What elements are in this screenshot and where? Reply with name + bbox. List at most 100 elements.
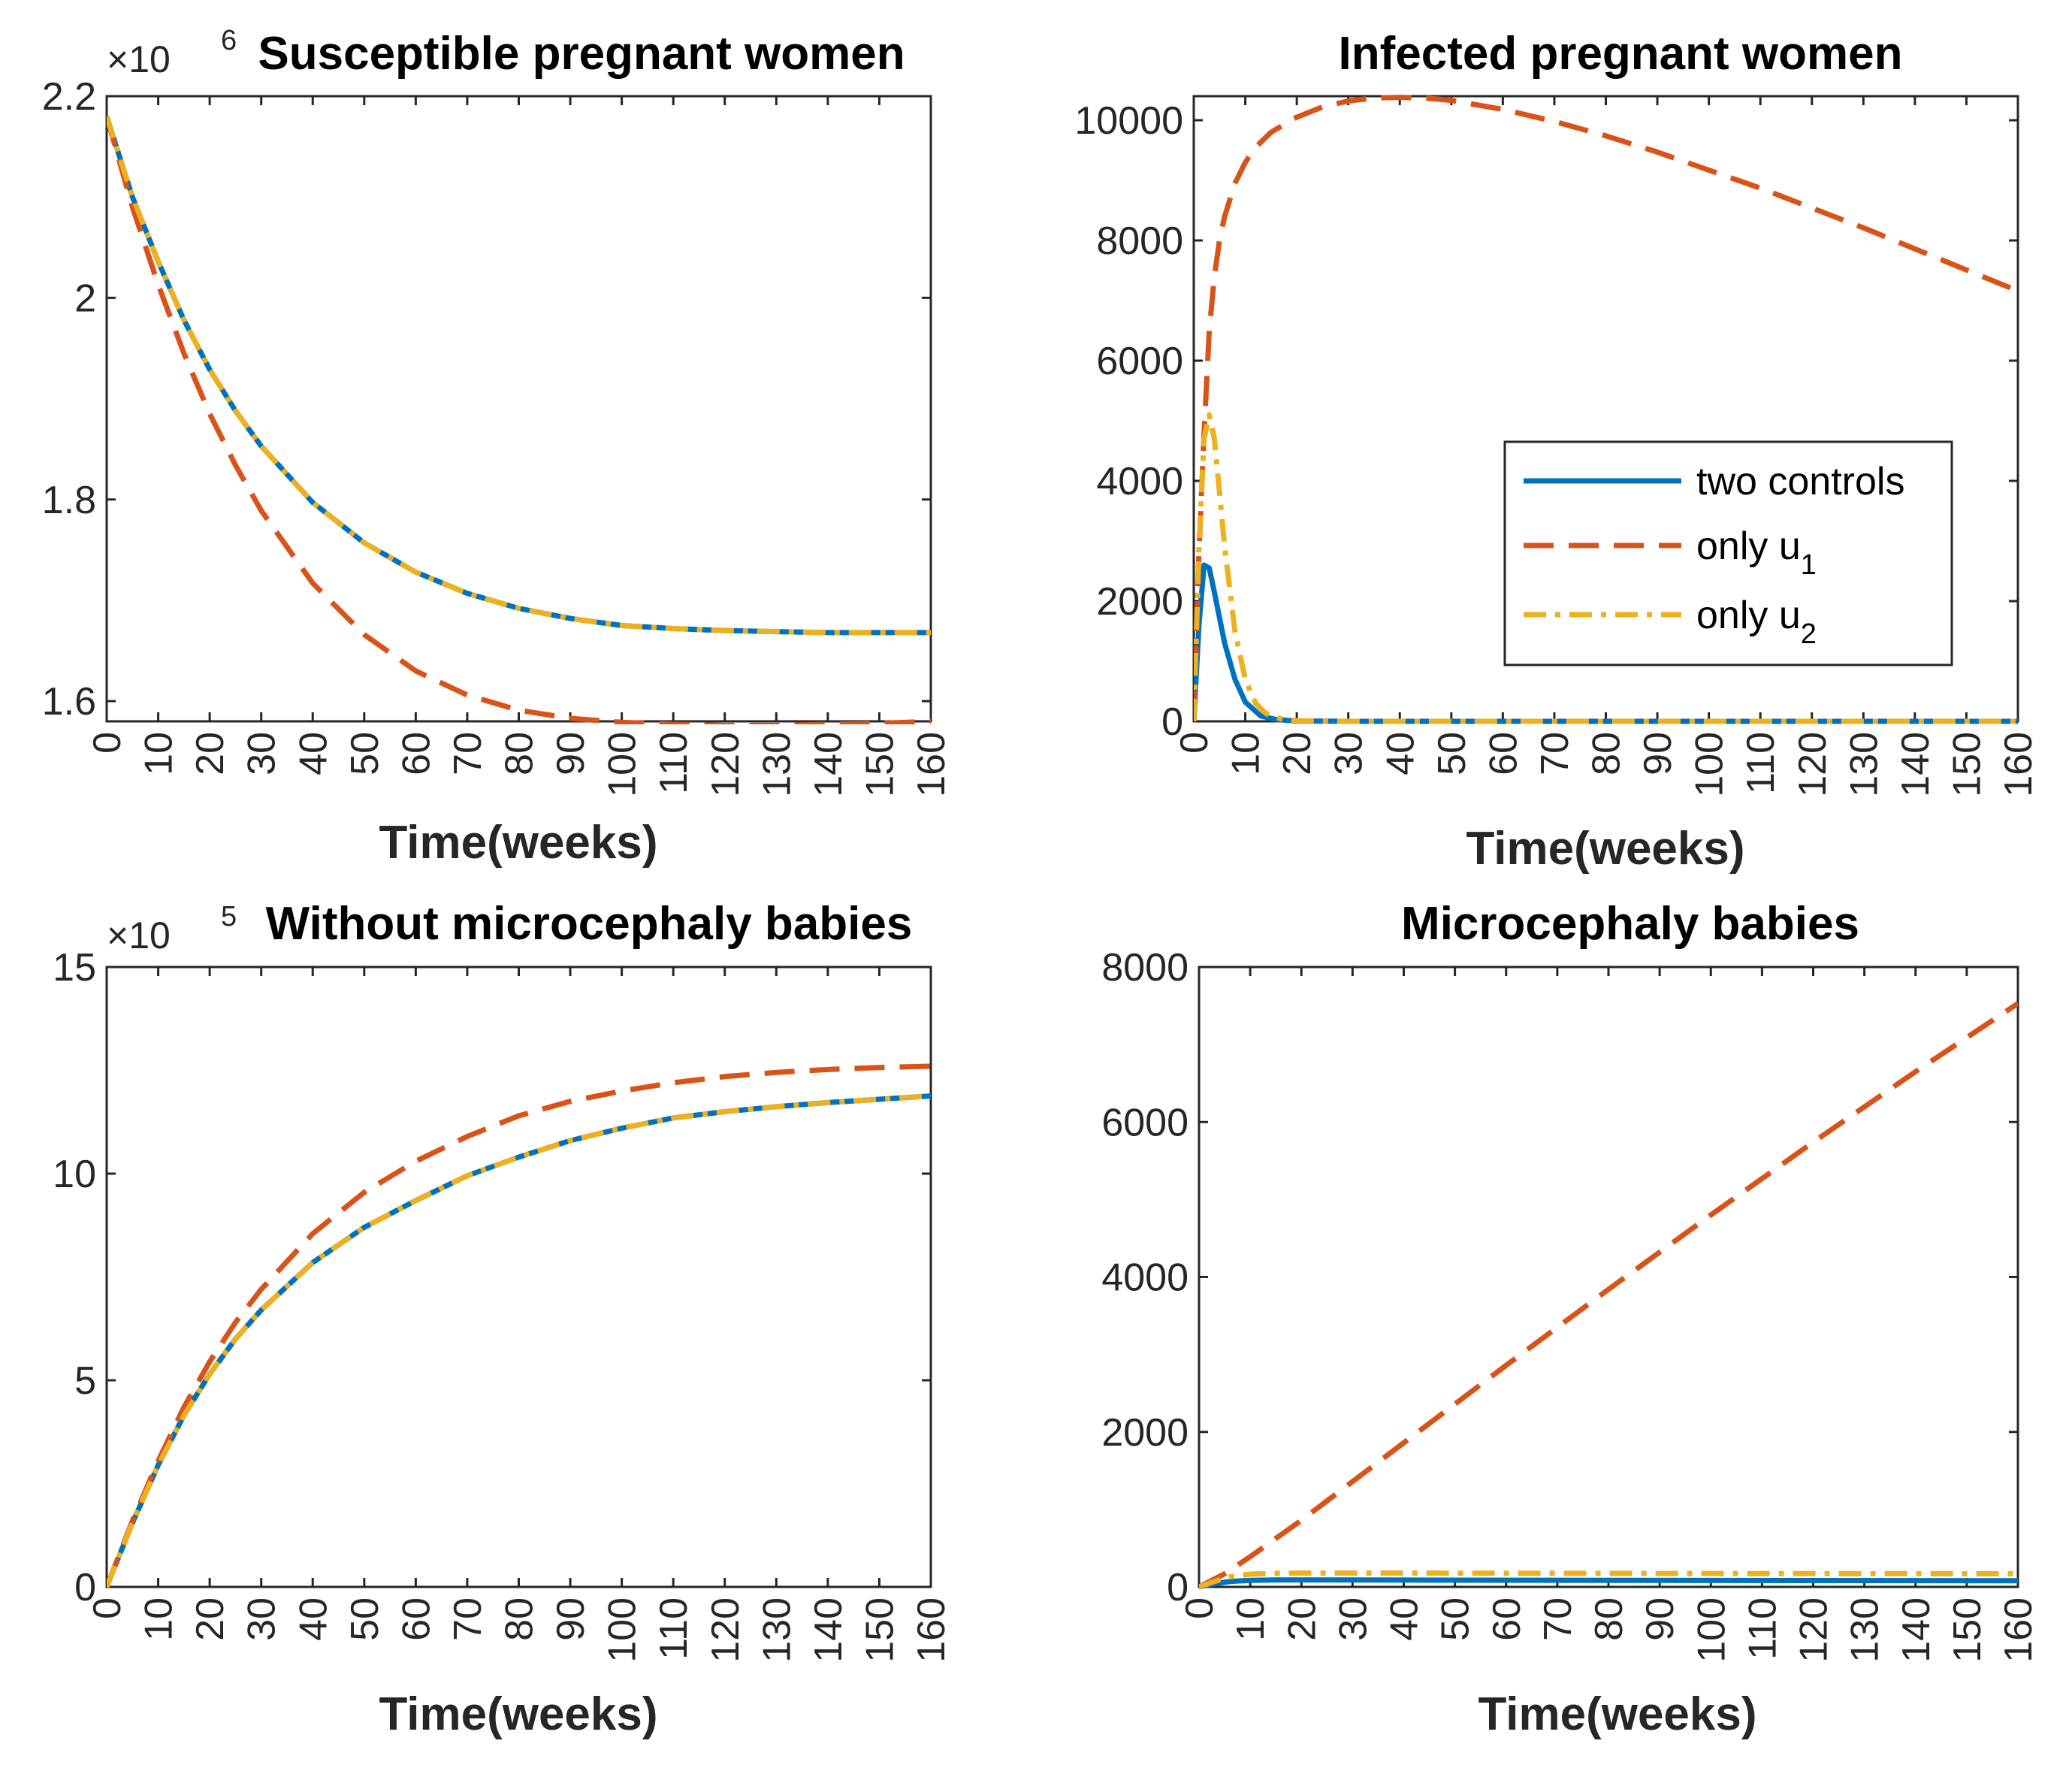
x-tick-label: 150 xyxy=(858,732,902,797)
series-line-only-u2 xyxy=(1194,412,2018,724)
x-tick-label: 100 xyxy=(1690,1597,1733,1663)
panel-3-xlabel: Time(weeks) xyxy=(379,1688,657,1740)
panel-1-ticks: 0 10 20 30 40 50 60 70 80 90 100 110 120 130 140 150 160… xyxy=(42,75,953,797)
x-tick-label: 140 xyxy=(807,1597,850,1663)
x-tick-label: 20 xyxy=(1280,1597,1324,1641)
x-tick-label: 50 xyxy=(343,732,387,775)
panel-2-series xyxy=(1194,95,2018,724)
x-tick-label: 110 xyxy=(652,732,696,794)
x-tick-label: 80 xyxy=(1585,732,1629,775)
legend-label-only-u1-text: only u xyxy=(1696,524,1801,568)
x-tick-label: 130 xyxy=(1844,1597,1887,1663)
y-tick-label: 2.2 xyxy=(42,75,96,119)
x-tick-label: 10 xyxy=(137,1597,181,1641)
x-tick-label: 160 xyxy=(910,1597,953,1663)
x-tick-label: 70 xyxy=(1536,1597,1580,1641)
panel-3-ticks: 0 10 20 30 40 50 60 70 80 90 100 110 120 130 140 150 160… xyxy=(53,946,953,1663)
panel-4-xlabel: Time(weeks) xyxy=(1478,1688,1756,1740)
x-tick-label: 150 xyxy=(1946,1597,1989,1663)
x-tick-label: 70 xyxy=(1533,732,1577,775)
x-tick-label: 70 xyxy=(446,1597,490,1641)
y-tick-label: 0 xyxy=(1167,1566,1189,1609)
y-tick-label: 1.8 xyxy=(42,479,96,522)
x-tick-label: 90 xyxy=(1639,1597,1682,1641)
y-tick-label: 4000 xyxy=(1096,460,1183,503)
panel-2-ticks: 0 10 20 30 40 50 60 70 80 90 100 110 120 130 140 150 160… xyxy=(1074,96,2040,797)
y-tick-label: 2 xyxy=(74,277,96,320)
x-tick-label: 80 xyxy=(1587,1597,1631,1641)
x-tick-label: 0 xyxy=(86,1597,129,1619)
x-tick-label: 110 xyxy=(1741,1597,1784,1660)
x-tick-label: 90 xyxy=(549,732,593,775)
y-tick-label: 2000 xyxy=(1096,580,1183,624)
x-tick-label: 110 xyxy=(652,1597,696,1660)
y-tick-label: 8000 xyxy=(1101,946,1189,990)
x-tick-label: 40 xyxy=(1379,732,1422,775)
panel-3-exponent-power: 5 xyxy=(221,901,237,932)
x-tick-label: 0 xyxy=(1173,732,1216,754)
x-tick-label: 40 xyxy=(1383,1597,1427,1641)
legend-label-only-u1-sub: 1 xyxy=(1801,549,1817,581)
x-tick-label: 60 xyxy=(394,732,438,775)
x-tick-label: 140 xyxy=(807,732,850,797)
y-tick-label: 8000 xyxy=(1096,219,1183,263)
x-tick-label: 40 xyxy=(291,1597,335,1641)
y-tick-label: 5 xyxy=(74,1359,96,1403)
x-tick-label: 50 xyxy=(1430,732,1474,775)
x-tick-label: 120 xyxy=(704,1597,748,1663)
panel-1-series xyxy=(107,115,931,724)
x-tick-label: 110 xyxy=(1739,732,1783,794)
x-tick-label: 80 xyxy=(498,1597,542,1641)
x-tick-label: 120 xyxy=(1791,732,1835,797)
y-tick-label: 1.6 xyxy=(42,680,96,724)
panel-3-series xyxy=(107,1063,931,1588)
series-line-only-u1 xyxy=(107,115,931,724)
x-tick-label: 0 xyxy=(86,732,129,754)
x-tick-label: 30 xyxy=(240,732,284,775)
panel-microcephaly: Microcephaly babies 0 10 20 30 40 50 60 70 80 90 1… xyxy=(1101,898,2040,1740)
x-tick-label: 50 xyxy=(343,1597,387,1641)
x-tick-label: 140 xyxy=(1895,1597,1938,1663)
panel-infected: Infected pregnant women 0 10 20 30 40 50 60 70 8… xyxy=(1074,28,2040,875)
x-tick-label: 90 xyxy=(1636,732,1680,775)
x-tick-label: 130 xyxy=(1842,732,1886,797)
y-tick-label: 4000 xyxy=(1101,1256,1189,1300)
y-tick-label: 0 xyxy=(1161,700,1183,744)
x-tick-label: 150 xyxy=(858,1597,902,1663)
series-line-only-u1 xyxy=(1194,95,2018,722)
panel-2-title: Infected pregnant women xyxy=(1339,28,1903,80)
y-tick-label: 0 xyxy=(74,1566,96,1609)
y-tick-label: 10 xyxy=(53,1153,96,1196)
x-tick-label: 10 xyxy=(1229,1597,1273,1641)
y-tick-label: 6000 xyxy=(1101,1101,1189,1144)
x-tick-label: 70 xyxy=(446,732,490,775)
panel-without-microcephaly: Without microcephaly babies ×10 5 0 10 20 3… xyxy=(53,898,953,1740)
series-line-two-controls xyxy=(1199,1577,2018,1590)
x-tick-label: 120 xyxy=(1793,1597,1836,1663)
panel-1-exponent-power: 6 xyxy=(221,25,237,56)
y-tick-label: 6000 xyxy=(1096,340,1183,383)
legend-label-two-controls: two controls xyxy=(1696,460,1904,503)
x-tick-label: 30 xyxy=(1331,1597,1375,1641)
x-tick-label: 160 xyxy=(1997,732,2040,797)
series-line-only-u2 xyxy=(1199,1570,2018,1590)
series-line-only-u2 xyxy=(107,1093,931,1588)
x-tick-label: 160 xyxy=(1997,1597,2040,1663)
x-tick-label: 150 xyxy=(1945,732,1989,797)
x-tick-label: 160 xyxy=(910,732,953,797)
panel-3-title: Without microcephaly babies xyxy=(266,898,913,950)
series-line-only-u2 xyxy=(107,115,931,636)
panel-4-title: Microcephaly babies xyxy=(1401,898,1859,950)
panel-susceptible: Susceptible pregnant women ×10 6 0 10 20 30… xyxy=(42,25,953,869)
panel-2-xlabel: Time(weeks) xyxy=(1466,823,1744,875)
x-tick-label: 20 xyxy=(189,732,232,775)
panel-4-series xyxy=(1199,1001,2018,1590)
panel-1-title: Susceptible pregnant women xyxy=(258,28,905,80)
x-tick-label: 130 xyxy=(755,1597,799,1663)
y-tick-label: 2000 xyxy=(1101,1411,1189,1455)
x-tick-label: 60 xyxy=(1485,1597,1529,1641)
x-tick-label: 60 xyxy=(394,1597,438,1641)
legend: two controls only u1 only u2 xyxy=(1503,440,1953,666)
x-tick-label: 10 xyxy=(1225,732,1268,775)
